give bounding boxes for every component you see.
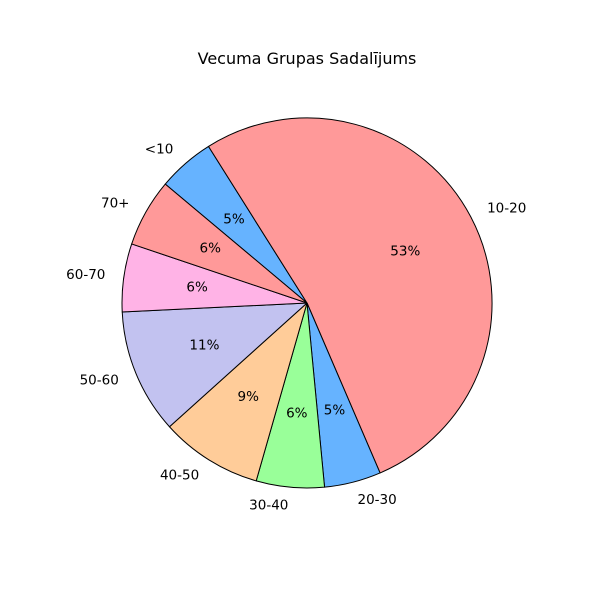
category-label: 30-40 [249,498,288,514]
percent-label: 5% [324,403,346,419]
category-label: 50-60 [80,373,119,389]
category-label: 70+ [101,195,130,211]
pie-slices [122,118,492,488]
category-label: <10 [145,142,174,158]
percent-label: 6% [286,406,308,422]
percent-label: 53% [390,243,420,259]
percent-label: 6% [186,280,208,296]
percent-label: 11% [189,337,219,353]
category-label: 20-30 [358,492,397,508]
percent-label: 9% [237,389,259,405]
category-label: 10-20 [487,200,526,216]
percent-label: 6% [199,241,221,257]
chart-title: Vecuma Grupas Sadalījums [198,49,417,68]
category-label: 40-50 [160,468,199,484]
percent-label: 5% [223,211,245,227]
category-label: 60-70 [66,267,105,283]
